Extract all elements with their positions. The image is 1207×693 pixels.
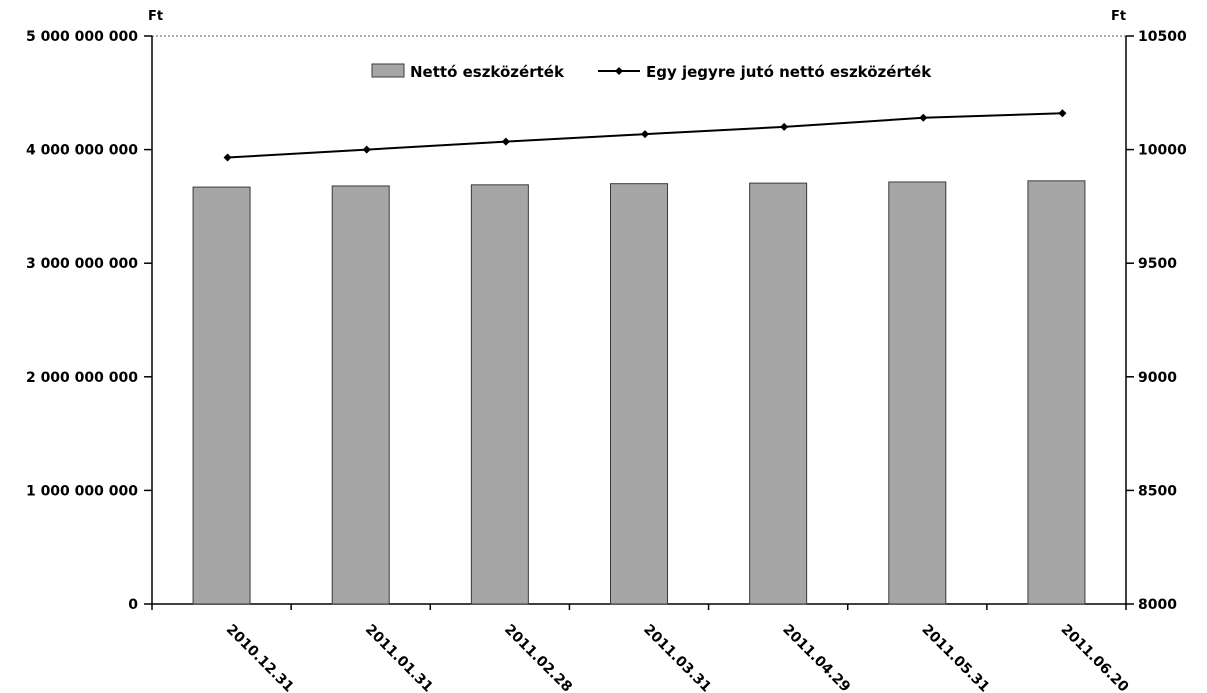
line-point-2011.06.20[interactable] bbox=[1058, 109, 1067, 118]
bar-2010.12.31[interactable] bbox=[192, 186, 251, 605]
legend-swatch-marker bbox=[615, 67, 623, 75]
line-point-2010.12.31[interactable] bbox=[223, 153, 232, 162]
left-y-tick-label: 5 000 000 000 bbox=[26, 29, 138, 45]
x-tick-label: 2010.12.31 bbox=[223, 622, 297, 693]
bar-2011.01.31[interactable] bbox=[331, 185, 390, 605]
line-point-2011.02.28[interactable] bbox=[501, 137, 510, 146]
bar-2011.05.31[interactable] bbox=[888, 181, 947, 605]
right-y-tick-label: 9000 bbox=[1138, 370, 1177, 386]
left-y-tick-label: 2 000 000 000 bbox=[26, 370, 138, 386]
right-axis-unit: Ft bbox=[1111, 9, 1126, 24]
right-y-tick-label: 10500 bbox=[1138, 29, 1187, 45]
left-y-tick-label: 1 000 000 000 bbox=[26, 483, 138, 499]
x-tick-label: 2011.06.20 bbox=[1058, 622, 1132, 693]
left-y-tick-label: 4 000 000 000 bbox=[26, 143, 138, 159]
line-point-2011.03.31[interactable] bbox=[641, 130, 649, 139]
bar-2011.02.28[interactable] bbox=[470, 184, 529, 605]
bar-2011.06.20[interactable] bbox=[1027, 180, 1086, 605]
bar-2011.04.29[interactable] bbox=[749, 182, 808, 605]
line-point-2011.04.29[interactable] bbox=[780, 122, 789, 131]
right-y-tick-label: 9500 bbox=[1138, 256, 1177, 272]
right-y-tick-label: 8000 bbox=[1138, 597, 1177, 613]
x-tick-label: 2011.05.31 bbox=[918, 622, 992, 693]
x-tick-label: 2011.03.31 bbox=[640, 622, 714, 693]
line-point-2011.01.31[interactable] bbox=[362, 145, 371, 154]
right-y-tick-label: 10000 bbox=[1138, 143, 1187, 159]
line-point-2011.05.31[interactable] bbox=[919, 113, 928, 122]
left-axis-unit: Ft bbox=[148, 9, 163, 24]
x-tick-label: 2011.04.29 bbox=[779, 622, 853, 693]
right-y-tick-label: 8500 bbox=[1138, 483, 1177, 499]
x-tick-label: 2011.01.31 bbox=[362, 622, 436, 693]
legend-label-bar: Nettó eszközérték bbox=[410, 63, 565, 81]
x-tick-label: 2011.02.28 bbox=[501, 622, 575, 693]
left-y-tick-label: 3 000 000 000 bbox=[26, 256, 138, 272]
legend-label-line: Egy jegyre jutó nettó eszközérték bbox=[646, 63, 932, 81]
left-y-tick-label: 0 bbox=[128, 597, 138, 613]
legend-swatch-bar bbox=[371, 63, 405, 78]
bar-2011.03.31[interactable] bbox=[610, 183, 668, 605]
